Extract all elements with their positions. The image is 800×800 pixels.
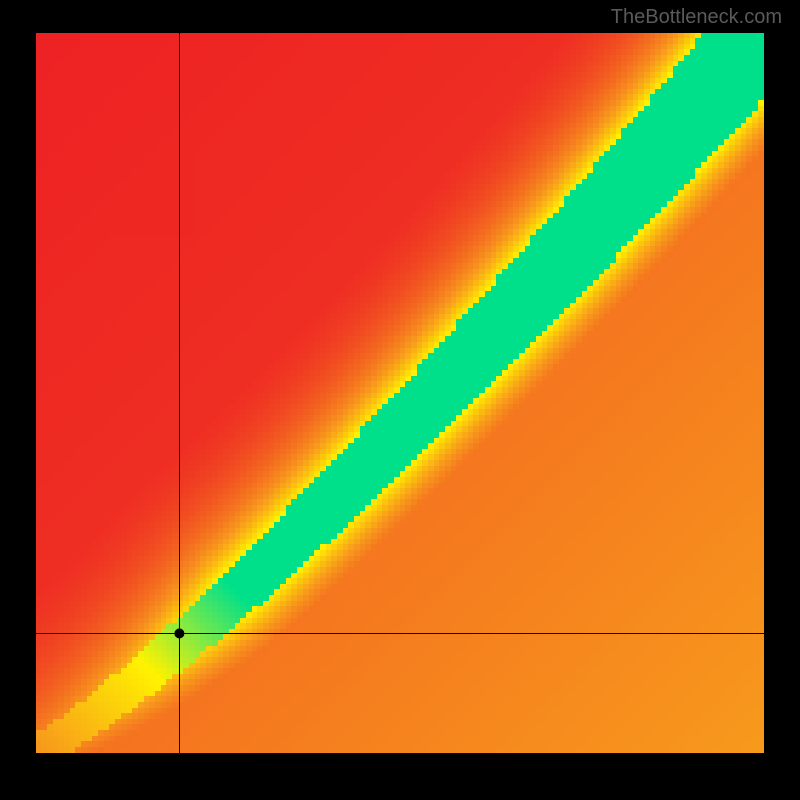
plot-frame	[36, 33, 764, 753]
attribution-text: TheBottleneck.com	[611, 6, 782, 29]
figure-root: TheBottleneck.com	[0, 0, 800, 800]
bottleneck-heatmap	[36, 33, 764, 753]
